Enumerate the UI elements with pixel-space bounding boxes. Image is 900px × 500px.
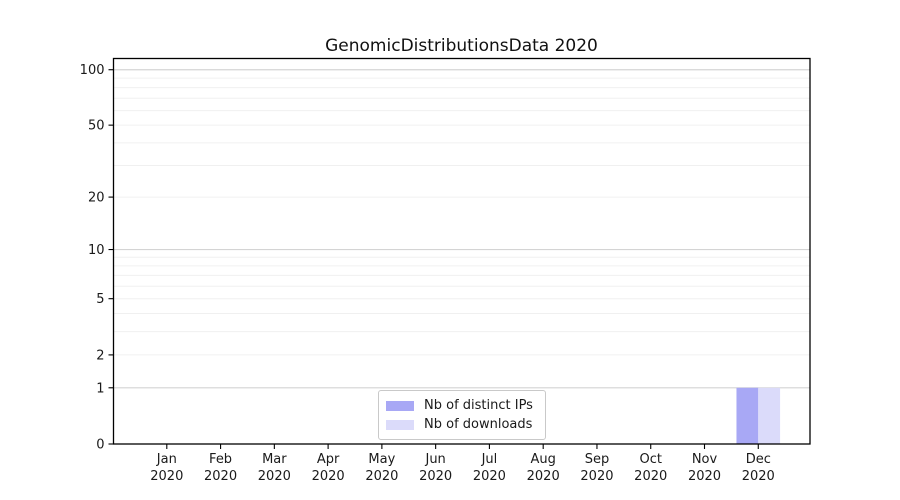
x-tick-label-month: Mar (262, 452, 287, 467)
legend: Nb of distinct IPs Nb of downloads (378, 390, 546, 440)
legend-label-downloads: Nb of downloads (424, 417, 533, 432)
x-tick-label-year: 2020 (473, 469, 506, 484)
x-tick-label-month: Jan (156, 452, 177, 467)
x-tick-label-year: 2020 (204, 469, 237, 484)
x-tick-label-year: 2020 (742, 469, 775, 484)
x-tick-label-month: Apr (317, 452, 340, 467)
legend-item-downloads: Nb of downloads (386, 415, 541, 434)
x-tick-label-month: Nov (692, 452, 718, 467)
chart-title: GenomicDistributionsData 2020 (325, 36, 598, 56)
x-tick-label-month: Sep (585, 452, 610, 467)
y-tick-label: 50 (88, 119, 105, 134)
x-tick-label-year: 2020 (419, 469, 452, 484)
plot-border (112, 57, 811, 445)
y-tick-label: 0 (96, 438, 104, 453)
x-tick-label-month: Aug (530, 452, 555, 467)
bar-downloads-dec (758, 387, 781, 444)
y-tick-label: 10 (88, 243, 105, 258)
bar-distinct-ips-dec (736, 387, 759, 444)
y-tick-label: 1 (96, 381, 104, 396)
legend-item-distinct-ips: Nb of distinct IPs (386, 396, 541, 415)
x-tick-label-year: 2020 (365, 469, 398, 484)
x-tick-label-month: Feb (209, 452, 232, 467)
x-tick-label-month: Dec (746, 452, 771, 467)
x-tick-label-month: Jun (424, 452, 445, 467)
x-tick-label-year: 2020 (258, 469, 291, 484)
y-tick-label: 2 (96, 348, 104, 363)
legend-label-distinct-ips: Nb of distinct IPs (424, 398, 533, 413)
x-tick-label-year: 2020 (634, 469, 667, 484)
x-tick-label-month: Jul (481, 452, 498, 467)
y-tick-label: 100 (80, 63, 105, 78)
x-tick-label-month: Oct (639, 452, 661, 467)
legend-swatch-distinct-ips-icon (386, 400, 414, 411)
x-tick-label-year: 2020 (688, 469, 721, 484)
x-tick-label-month: May (368, 452, 395, 467)
y-tick-label: 20 (88, 191, 105, 206)
x-tick-label-year: 2020 (312, 469, 345, 484)
x-tick-label-year: 2020 (580, 469, 613, 484)
y-tick-label: 5 (96, 292, 104, 307)
x-tick-label-year: 2020 (527, 469, 560, 484)
x-tick-label-year: 2020 (150, 469, 183, 484)
legend-swatch-downloads-icon (386, 419, 414, 430)
